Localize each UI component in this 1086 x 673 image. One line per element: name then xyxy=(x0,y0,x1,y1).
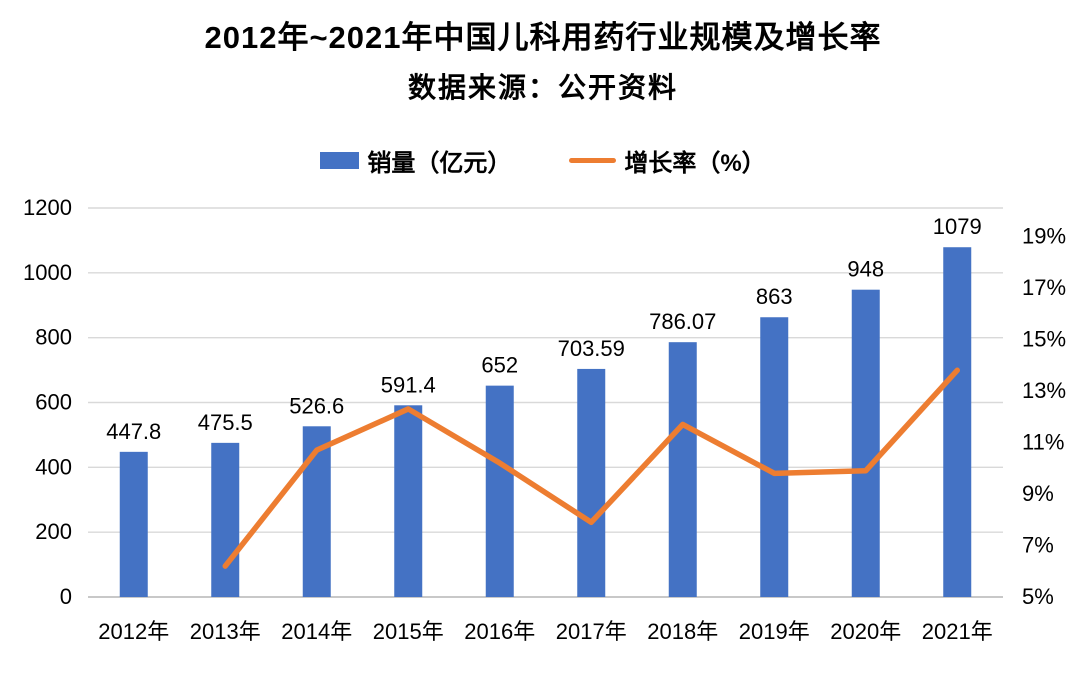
x-axis-label: 2014年 xyxy=(281,619,352,644)
right-axis-tick-label: 19% xyxy=(1022,223,1066,248)
sales-bar xyxy=(485,385,514,597)
right-axis-tick-label: 5% xyxy=(1022,584,1054,609)
x-axis-label: 2017年 xyxy=(556,619,627,644)
left-axis-tick-label: 600 xyxy=(35,390,72,415)
legend-item-sales: 销量（亿元） xyxy=(320,143,511,178)
x-axis-label: 2020年 xyxy=(830,619,901,644)
x-axis-label: 2015年 xyxy=(373,619,444,644)
bar-value-label: 863 xyxy=(756,284,793,309)
left-axis-tick-label: 400 xyxy=(35,454,72,479)
sales-bar xyxy=(760,317,789,597)
right-axis-tick-label: 13% xyxy=(1022,378,1066,403)
bar-value-label: 591.4 xyxy=(381,372,436,397)
left-axis-tick-label: 1000 xyxy=(23,260,72,285)
bar-value-label: 447.8 xyxy=(106,419,161,444)
right-axis-tick-label: 11% xyxy=(1022,429,1064,454)
bar-value-label: 475.5 xyxy=(198,410,253,435)
sales-bar xyxy=(119,451,148,597)
right-axis-tick-label: 7% xyxy=(1022,532,1054,557)
x-axis-label: 2016年 xyxy=(464,619,535,644)
sales-bar xyxy=(394,405,423,597)
x-axis-label: 2013年 xyxy=(190,619,261,644)
x-axis-label: 2012年 xyxy=(98,619,169,644)
chart-legend: 销量（亿元） 增长率（%） xyxy=(0,143,1086,178)
sales-bar xyxy=(668,342,697,597)
sales-bar xyxy=(302,426,331,597)
left-axis-tick-label: 200 xyxy=(35,519,72,544)
sales-bar xyxy=(577,368,606,597)
left-axis-tick-label: 1200 xyxy=(23,195,72,220)
growth-rate-line xyxy=(222,367,960,569)
x-axis-label: 2021年 xyxy=(922,619,993,644)
right-axis-tick-label: 9% xyxy=(1022,481,1054,506)
x-axis-label: 2019年 xyxy=(739,619,810,644)
right-axis-tick-label: 17% xyxy=(1022,275,1066,300)
left-axis-tick-label: 800 xyxy=(35,325,72,350)
legend-sales-label: 销量（亿元） xyxy=(367,150,512,177)
sales-bar xyxy=(943,247,972,597)
legend-growth-label: 增长率（%） xyxy=(624,150,766,177)
legend-item-growth: 增长率（%） xyxy=(569,143,766,178)
bar-value-label: 948 xyxy=(847,257,884,282)
bar-value-label: 526.6 xyxy=(289,393,344,418)
chart-subtitle: 数据来源：公开资料 xyxy=(407,72,678,103)
bar-value-label: 786.07 xyxy=(649,309,716,334)
chart-title: 2012年~2021年中国儿科用药行业规模及增长率 xyxy=(204,20,882,55)
sales-bar xyxy=(211,442,240,597)
left-axis-tick-label: 0 xyxy=(60,584,72,609)
right-axis-tick-label: 15% xyxy=(1022,326,1066,351)
sales-bar xyxy=(851,289,880,597)
growth-series-swatch-icon xyxy=(569,158,617,163)
sales-series-swatch-icon xyxy=(320,152,360,169)
bar-value-label: 652 xyxy=(481,353,518,378)
x-axis-label: 2018年 xyxy=(647,619,718,644)
bar-value-label: 703.59 xyxy=(558,336,625,361)
bar-value-label: 1079 xyxy=(933,214,982,239)
